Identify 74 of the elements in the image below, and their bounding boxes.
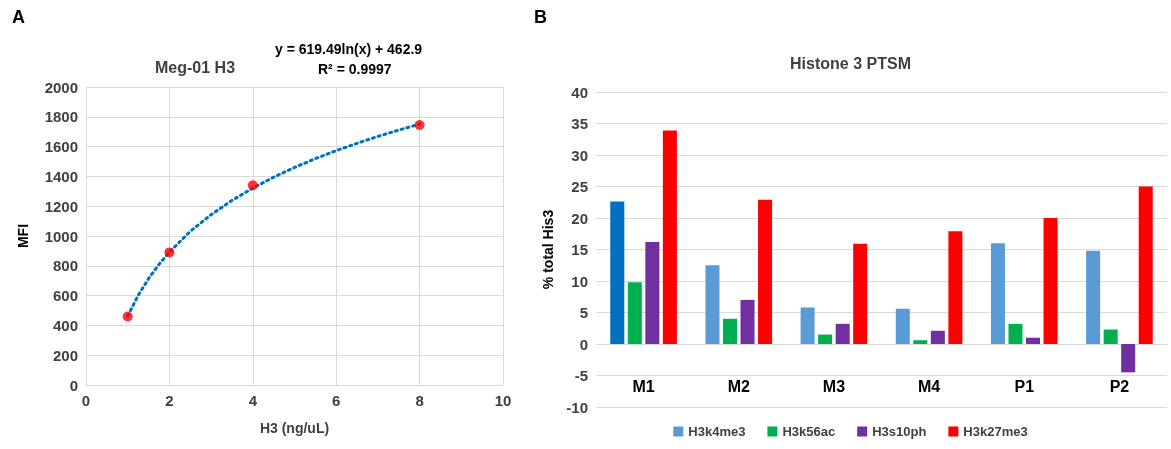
legend-label: H3k56ac <box>782 424 836 439</box>
bar <box>800 307 815 344</box>
bar <box>1103 329 1118 344</box>
y-tick-label: 5 <box>579 304 588 321</box>
bar <box>913 340 928 344</box>
x-tick-label: 2 <box>165 392 174 409</box>
bar <box>1043 218 1058 344</box>
bar <box>895 308 910 344</box>
bar <box>758 199 773 344</box>
point <box>164 247 175 258</box>
bar <box>990 243 1005 344</box>
bar <box>645 241 660 344</box>
x-tick-label: M2 <box>727 377 750 395</box>
y-tick-label: 200 <box>52 346 78 364</box>
y-tick-label: 1600 <box>44 138 78 156</box>
chart-title: Histone 3 PTSM <box>790 54 911 72</box>
bar <box>818 334 833 344</box>
bar <box>948 231 963 344</box>
bar <box>1086 250 1101 344</box>
y-tick-label: 25 <box>571 178 588 195</box>
y-tick-label: 15 <box>571 241 588 258</box>
y-tick-label: 10 <box>571 272 588 290</box>
bar <box>835 323 850 344</box>
y-tick-label: 1400 <box>44 167 78 185</box>
y-tick-label: 20 <box>571 209 588 227</box>
bar <box>627 282 642 344</box>
bar <box>740 299 755 344</box>
bar <box>1026 337 1041 344</box>
x-tick-label: P2 <box>1109 377 1130 395</box>
bar <box>1138 186 1153 344</box>
y-tick-label: -10 <box>566 398 588 416</box>
x-axis-title: H3 (ng/uL) <box>259 420 330 436</box>
bar <box>930 330 945 344</box>
y-tick-label: 35 <box>571 115 588 132</box>
y-tick-label: -5 <box>574 367 588 384</box>
y-tick-label: 800 <box>52 257 78 275</box>
x-tick-label: M4 <box>917 377 941 395</box>
y-tick-label: 400 <box>52 316 78 334</box>
y-tick-label: 40 <box>571 83 588 101</box>
y-tick-label: 1800 <box>44 108 78 126</box>
y-tick-label: 2000 <box>44 78 78 96</box>
legend-label: H3k4me3 <box>688 424 746 439</box>
text: R² = 0.9997 <box>318 61 392 77</box>
bar <box>853 243 868 344</box>
y-tick-label: 0 <box>579 335 588 353</box>
x-tick-label: 0 <box>81 392 91 409</box>
y-tick-label: 1000 <box>44 227 78 245</box>
x-tick-label: M1 <box>632 377 655 395</box>
x-tick-label: P1 <box>1014 377 1035 395</box>
y-tick-label: 600 <box>52 287 78 305</box>
bar <box>705 265 720 344</box>
bar <box>610 201 625 344</box>
bar <box>1121 344 1136 373</box>
x-tick-label: M3 <box>822 377 846 395</box>
bar <box>1008 323 1023 344</box>
x-tick-label: 4 <box>248 392 258 409</box>
point <box>414 120 425 130</box>
legend-label: H3k27me3 <box>963 424 1028 439</box>
x-tick-label: 6 <box>332 392 341 409</box>
point <box>122 311 133 322</box>
x-tick-label: 8 <box>415 392 424 409</box>
x-tick-label: 10 <box>494 392 512 409</box>
chart-title: Meg-01 H3 <box>155 58 236 76</box>
bar <box>662 130 677 344</box>
text: B <box>534 7 547 27</box>
y-tick-label: 1200 <box>44 197 78 215</box>
legend-label: H3s10ph <box>872 424 927 439</box>
bar <box>722 318 737 344</box>
y-axis-title: MFI <box>15 223 31 249</box>
y-axis-title: % total His3 <box>540 209 557 290</box>
text: A <box>12 7 25 27</box>
text: y = 619.49ln(x) + 462.9 <box>275 41 423 57</box>
y-tick-label: 30 <box>571 146 588 164</box>
point <box>247 180 258 191</box>
